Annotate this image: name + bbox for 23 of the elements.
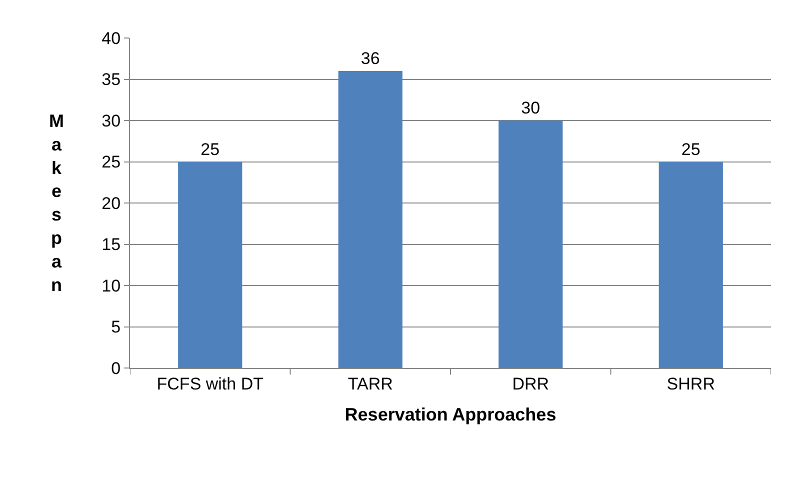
data-label: 25 xyxy=(200,140,220,159)
x-tick-label: DRR xyxy=(512,374,550,394)
bar xyxy=(338,71,402,368)
bar xyxy=(178,162,242,368)
y-tick-label: 10 xyxy=(102,276,121,296)
data-label: 25 xyxy=(681,140,700,159)
y-tick-label: 35 xyxy=(102,70,121,90)
y-tick-label: 20 xyxy=(102,194,121,213)
data-label: 30 xyxy=(521,98,540,118)
y-tick-label: 0 xyxy=(111,358,121,378)
y-tick-label: 25 xyxy=(102,152,121,172)
y-tick-label: 40 xyxy=(102,28,121,48)
x-tick-label: FCFS with DT xyxy=(156,374,264,394)
x-tick-label: SHRR xyxy=(666,374,715,394)
x-axis-title: Reservation Approaches xyxy=(344,404,556,424)
y-tick-label: 5 xyxy=(111,318,121,337)
y-axis-title: Makespan xyxy=(49,111,64,295)
bar xyxy=(658,162,723,368)
x-tick-label: TARR xyxy=(348,374,393,394)
y-tick-label: 30 xyxy=(102,111,121,130)
bar xyxy=(498,120,563,368)
y-tick-label: 15 xyxy=(102,235,121,254)
data-label: 36 xyxy=(360,49,380,68)
